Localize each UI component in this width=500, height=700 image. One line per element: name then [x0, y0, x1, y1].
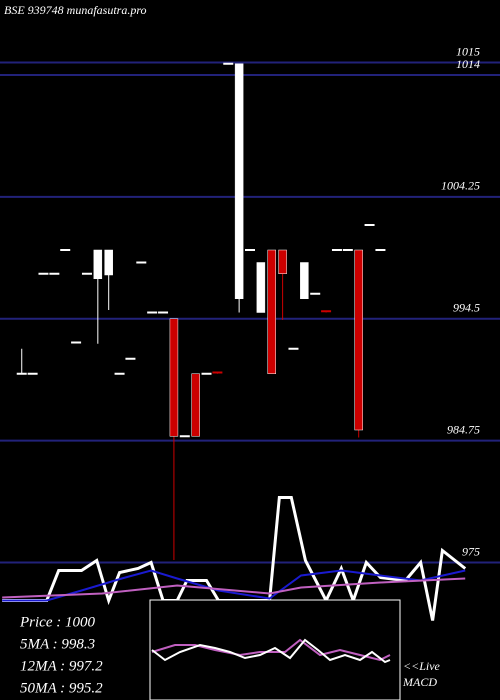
candle-body [27, 372, 38, 375]
candle-body [342, 249, 353, 251]
candle-body [278, 249, 287, 274]
candle-body [104, 249, 113, 276]
legend-entry: 5MA : 998.3 [20, 636, 95, 652]
candle-body [267, 249, 276, 374]
y-tick-label: 994.5 [453, 301, 480, 315]
candle-body [136, 261, 147, 264]
legend: Price : 1000 5MA : 998.3 12MA : 997.2 50MA … [19, 614, 103, 696]
candle-body [125, 357, 136, 360]
macd-line [151, 638, 391, 664]
candle-body [321, 310, 332, 313]
candle-body [49, 272, 60, 275]
candle-body [191, 373, 200, 437]
chart-title: BSE 939748 munafasutra.pro [4, 3, 147, 17]
candle-body [179, 435, 190, 438]
candle-body [310, 292, 321, 295]
y-tick-label: 1014 [456, 57, 480, 71]
candle-body [288, 347, 299, 350]
candle-body [169, 318, 179, 437]
candle-body [245, 249, 255, 251]
candle-body [375, 249, 386, 251]
macd-signal [151, 638, 391, 662]
candle-body [300, 262, 309, 299]
legend-entry: 50MA : 995.2 [20, 680, 103, 696]
candle-body [212, 371, 223, 374]
y-tick-label: 984.75 [447, 422, 480, 436]
macd-box [149, 599, 401, 700]
candle-body [147, 311, 158, 314]
candle-body [16, 372, 27, 375]
candles [16, 62, 386, 560]
indicator-line [2, 577, 466, 599]
candle-body [158, 311, 169, 314]
candle-body [234, 63, 244, 299]
y-tick-label: 975 [462, 544, 480, 558]
indicator-line [2, 569, 466, 602]
candle-body [201, 372, 212, 375]
candle-body [223, 62, 234, 65]
legend-entry: Price : 1000 [19, 614, 95, 630]
candle-body [364, 224, 375, 226]
live-label: <<Live [403, 659, 441, 673]
candle-body [60, 249, 71, 251]
candle-body [93, 249, 103, 279]
candle-body [38, 272, 49, 275]
candle-body [71, 341, 82, 344]
candle-body [331, 249, 342, 251]
candle-body [81, 272, 92, 275]
macd-label: MACD [402, 675, 437, 689]
candle-body [256, 262, 266, 313]
y-tick-label: 1015 [456, 44, 480, 58]
candle-body [354, 249, 363, 431]
macd-panel [149, 599, 401, 700]
y-tick-label: 1004.25 [441, 179, 480, 193]
candle-body [114, 372, 125, 375]
legend-entry: 12MA : 997.2 [20, 658, 103, 674]
